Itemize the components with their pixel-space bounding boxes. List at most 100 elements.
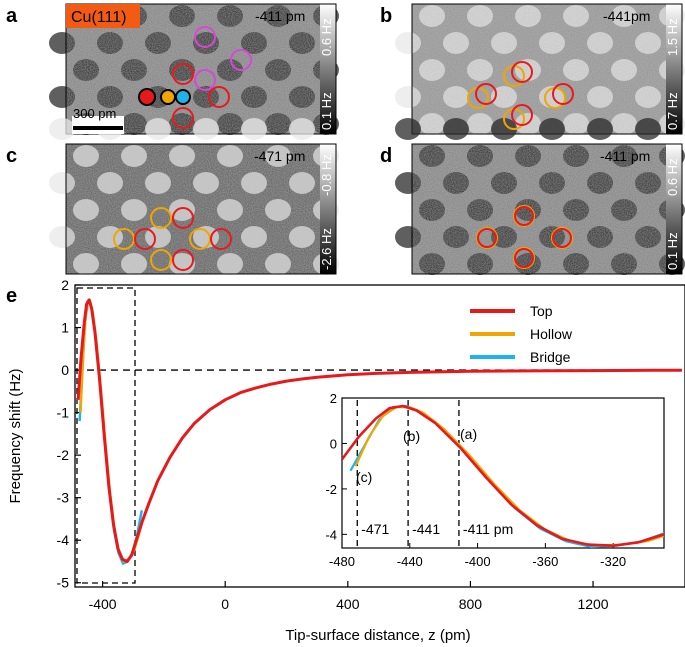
x-tick-label: 400 [336,596,360,612]
y-tick-label: -3 [57,490,70,506]
afm-image-b [395,3,685,135]
colorbar-bottom-a: 0.1 Hz [319,92,334,130]
x-axis-title: Tip-surface distance, z (pm) [285,627,470,644]
afm-image-a [49,3,339,135]
colorbar-bottom-b: 0.7 Hz [665,92,680,130]
top-site-marker [475,83,497,105]
y-tick-label: -5 [57,575,70,591]
top-site-marker [134,228,156,250]
image-frame [411,143,683,275]
inset-x-tick-label: -480 [329,554,355,569]
y-tick-label: 2 [61,277,69,293]
scalebar-label: 300 pm [73,106,116,121]
legend-label-hollow: Hollow [530,326,573,342]
inset-y-tick-label: -2 [325,482,337,497]
lattice-spot [539,118,565,140]
lattice-spot [49,118,75,140]
legend: Top Hollow Bridge [470,303,573,365]
hollow-site-marker [150,207,172,229]
panel-label-d: d [380,145,392,167]
colorbar-bottom-d: 0.1 Hz [665,232,680,270]
lattice-spot [491,118,517,140]
afm-image-d [395,118,685,275]
material-label: Cu(111) [71,9,126,26]
colorbar-top-b: 1.5 Hz [665,18,680,56]
legend-label-top: Top [530,303,553,319]
inset-y-tick-label: 2 [330,391,337,406]
x-tick-label: -400 [89,596,117,612]
x-tick-label: 800 [459,596,483,612]
image-noise [66,144,336,274]
top-site-marker [514,206,534,226]
inset-marker-label: -471 [361,521,389,537]
image-noise [412,4,682,134]
colorbar-top-c: -0.8 Hz [319,154,334,196]
panel-label-c: c [6,145,17,167]
top-site-marker [552,83,574,105]
y-axis-title: Frequency shift (Hz) [7,368,24,503]
y-tick-label: 1 [61,320,69,336]
afm-image-c [49,118,339,275]
top-site-marker [514,248,534,268]
top-site-marker [552,228,572,248]
inset-frame [341,397,665,549]
top-site-marker [208,86,230,108]
inset-label-a: (a) [460,426,477,442]
lattice-spot [193,118,219,140]
inset-marker-label: -441 [412,521,440,537]
lattice-spot [241,118,267,140]
top-site-dot [138,88,156,106]
colorbar-top-d: 0.6 Hz [665,158,680,196]
series-line-hollow [79,300,144,563]
site-markers [113,26,574,271]
series-line-bridge [78,298,144,565]
legend-label-bridge: Bridge [530,349,571,365]
hollow-site-marker [230,49,252,71]
inset-x-tick-label: -320 [600,554,626,569]
lattice-spot [145,118,171,140]
x-tick-label: 1200 [577,596,608,612]
lattice-spot [289,118,315,140]
inset-marker-label: -411 pm [463,521,513,537]
plot-frame [74,284,685,588]
top-site-marker [477,228,497,248]
inset-x-tick-label: -360 [532,554,558,569]
chart-e: -400 0 400 800 1200 2 1 0 -1 -2 -3 -4 -5 Top Hollow Br… [7,277,685,644]
lattice-spot [587,118,613,140]
panel-label-b: b [380,5,392,27]
hollow-site-marker [194,69,216,91]
inset-series-line-top [342,404,664,548]
image-frame [65,143,337,275]
top-site-marker [511,104,533,126]
inset-label-b: (b) [403,428,420,444]
hollow-site-marker [194,26,216,48]
y-tick-label: -1 [57,405,70,421]
inset-y-tick-label: -4 [325,527,337,542]
top-site-marker [172,107,194,129]
bridge-site-dot [175,89,191,105]
top-site-marker [172,249,194,271]
series-line-top [76,298,682,563]
colorbar [320,4,336,134]
image-noise [412,144,682,274]
y-tick-label: -4 [57,532,70,548]
inset-label-c: (c) [356,469,372,485]
x-tick-label: 0 [221,596,229,612]
inset-x-tick-label: -400 [465,554,491,569]
height-label-b: -441pm [603,8,650,24]
lattice-spot [443,118,469,140]
y-tick-label: -2 [57,447,70,463]
top-site-marker [210,228,232,250]
panel-label-a: a [6,5,18,27]
zoom-box [76,287,136,584]
hollow-site-marker [150,249,172,271]
scalebar [73,126,123,130]
hollow-site-dot [160,89,176,105]
material-label-box [66,4,140,28]
height-label-d: -411 pm [600,148,650,164]
top-site-marker [511,61,533,83]
panel-label-e: e [6,285,17,307]
height-label-c: -471 pm [254,148,305,164]
top-site-marker [172,207,194,229]
